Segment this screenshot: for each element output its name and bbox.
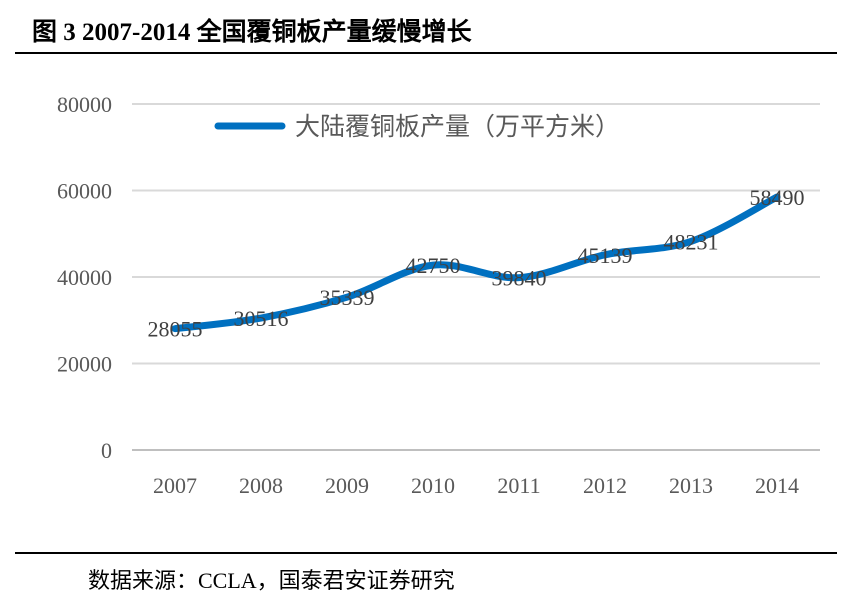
- data-label: 39840: [492, 266, 547, 291]
- series-line: [171, 193, 781, 333]
- x-tick-label: 2011: [497, 473, 540, 498]
- x-tick-label: 2013: [669, 473, 713, 498]
- data-label: 35339: [320, 285, 375, 310]
- x-tick-label: 2010: [411, 473, 455, 498]
- y-tick-label: 60000: [57, 179, 112, 204]
- data-label: 42750: [406, 253, 461, 278]
- data-label: 58490: [750, 185, 805, 210]
- y-tick-label: 40000: [57, 265, 112, 290]
- data-label: 45139: [578, 243, 633, 268]
- data-label: 30516: [234, 306, 289, 331]
- data-label: 48231: [664, 229, 719, 254]
- y-tick-label: 20000: [57, 352, 112, 377]
- data-label: 28055: [148, 317, 203, 342]
- x-tick-label: 2009: [325, 473, 369, 498]
- figure-title: 图 3 2007-2014 全国覆铜板产量缓慢增长: [32, 19, 472, 46]
- y-tick-label: 0: [101, 438, 112, 463]
- source-note: 数据来源：CCLA，国泰君安证券研究: [88, 568, 455, 593]
- x-tick-label: 2012: [583, 473, 627, 498]
- legend-label: 大陆覆铜板产量（万平方米）: [295, 112, 620, 141]
- y-tick-label: 80000: [57, 92, 112, 117]
- x-tick-label: 2008: [239, 473, 283, 498]
- x-tick-label: 2007: [153, 473, 197, 498]
- x-tick-label: 2014: [755, 473, 799, 498]
- divider: [15, 552, 837, 554]
- divider: [15, 52, 837, 54]
